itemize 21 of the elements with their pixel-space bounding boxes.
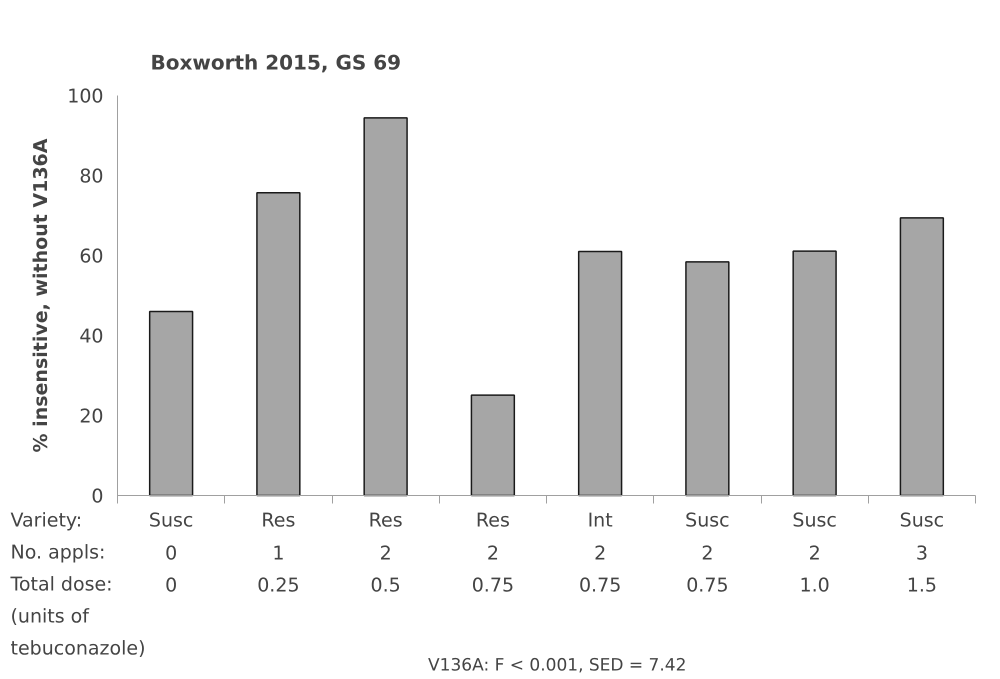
y-tick-label: 80 bbox=[79, 166, 104, 188]
text: No. appls: bbox=[10, 542, 106, 564]
y-tick-label: 100 bbox=[67, 86, 104, 108]
text: Total dose: bbox=[10, 574, 113, 596]
x-tick-label: Res 2 0.75 bbox=[472, 510, 514, 596]
x-tick-label: Susc 2 1.0 bbox=[792, 510, 837, 596]
x-tick-label: Susc 0 0 bbox=[148, 510, 194, 596]
text: Variety: bbox=[10, 510, 82, 532]
x-tick-label: Res 1 0.25 bbox=[257, 510, 300, 596]
y-tick-label: 40 bbox=[79, 326, 104, 348]
text: (units of tebuconazole) bbox=[10, 606, 146, 660]
text: V136A: F < 0.001, SED = 7.42 bbox=[428, 656, 686, 676]
y-tick-label: 20 bbox=[79, 406, 104, 428]
x-tick-label: Int 2 0.75 bbox=[578, 510, 622, 596]
y-tick-label: 0 bbox=[91, 486, 104, 508]
chart-title: Boxworth 2015, GS 69 bbox=[150, 50, 402, 74]
x-tick-label: Res 2 0.5 bbox=[368, 510, 403, 596]
y-tick-label: 60 bbox=[79, 246, 104, 268]
x-tick-label: Susc 2 0.75 bbox=[685, 510, 730, 596]
x-tick-label: Susc 3 1.5 bbox=[900, 510, 944, 596]
y-axis-title: % insensitive, without V136A bbox=[30, 138, 52, 452]
